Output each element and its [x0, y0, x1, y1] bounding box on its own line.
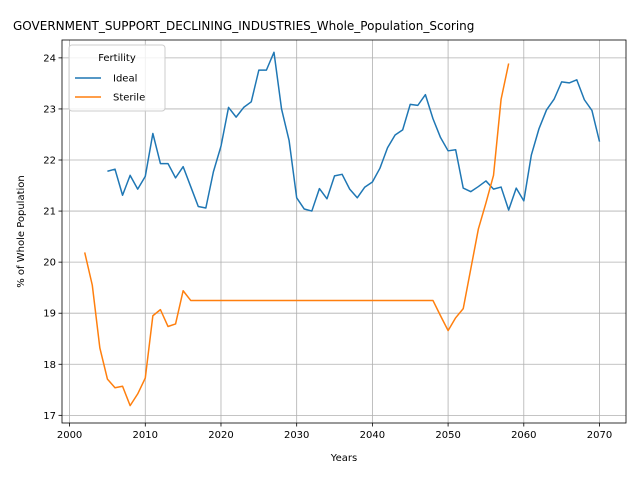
y-tick-label: 18 [43, 360, 56, 371]
x-tick-label: 2010 [133, 430, 158, 441]
y-tick-label: 22 [43, 156, 56, 167]
x-tick-label: 2040 [360, 430, 385, 441]
legend-title: Fertility [98, 53, 136, 64]
legend-label-sterile: Sterile [113, 93, 145, 104]
y-tick-label: 20 [43, 258, 56, 269]
y-axis-label: % of Whole Population [16, 175, 27, 288]
x-tick-label: 2060 [511, 430, 536, 441]
x-axis-label: Years [330, 453, 357, 464]
y-tick-label: 24 [43, 53, 56, 64]
y-tick-label: 19 [43, 309, 56, 320]
series-layer [83, 51, 601, 407]
chart-title: GOVERNMENT_SUPPORT_DECLINING_INDUSTRIES_… [13, 19, 474, 33]
legend: Fertility Ideal Sterile [68, 44, 166, 112]
x-tick-label: 2070 [587, 430, 612, 441]
legend-label-ideal: Ideal [113, 74, 137, 85]
x-tick-label: 2000 [57, 430, 82, 441]
y-tick-label: 23 [43, 104, 56, 115]
x-tick-label: 2020 [208, 430, 233, 441]
x-tick-label: 2030 [284, 430, 309, 441]
series-line-sterile [83, 63, 510, 407]
x-axis: 2000 2010 2020 2030 2040 2050 2060 2070 [57, 423, 612, 441]
y-axis: 17 18 19 20 21 22 23 24 [43, 53, 62, 422]
series-line-ideal [107, 51, 601, 212]
plot-frame [61, 39, 627, 424]
y-tick-label: 21 [43, 207, 56, 218]
legend-box [68, 44, 166, 112]
x-tick-label: 2050 [435, 430, 460, 441]
y-tick-label: 17 [43, 411, 56, 422]
